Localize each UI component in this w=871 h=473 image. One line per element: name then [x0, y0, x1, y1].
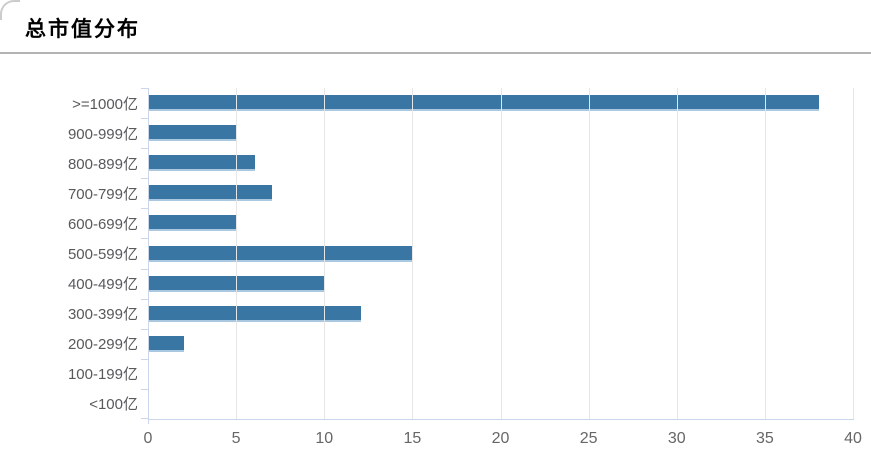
- grid-line: [853, 88, 854, 419]
- x-axis-label: 30: [667, 430, 686, 447]
- y-axis-label: 700-799亿: [67, 185, 138, 203]
- bar-row: [149, 238, 854, 268]
- bar-row: [149, 88, 854, 118]
- plot-area: [141, 88, 854, 424]
- y-axis-label: <100亿: [89, 396, 138, 414]
- chart-header: 总市值分布: [25, 13, 851, 43]
- bar[interactable]: [149, 275, 326, 292]
- y-axis-labels: >=1000亿 900-999亿 800-899亿 700-799亿 600-699亿 5…: [0, 88, 138, 419]
- chart-title: 总市值分布: [25, 18, 140, 41]
- y-axis-tick: [141, 389, 148, 390]
- y-axis-tick: [141, 178, 148, 179]
- x-axis-label: 15: [403, 430, 422, 447]
- x-axis-label: 10: [315, 430, 334, 447]
- bar[interactable]: [149, 335, 185, 352]
- grid-line: [324, 88, 326, 419]
- y-axis-tick: [141, 118, 148, 119]
- y-axis-tick: [141, 418, 148, 419]
- bar[interactable]: [149, 125, 238, 142]
- y-axis-label: 500-599亿: [67, 246, 138, 264]
- bar-row: [149, 329, 854, 359]
- grid-line: [676, 88, 678, 419]
- x-axis-origin-tick: [148, 420, 149, 424]
- bar[interactable]: [149, 185, 273, 202]
- y-axis-tick: [141, 269, 148, 270]
- x-axis-label: 5: [231, 430, 241, 447]
- bar[interactable]: [149, 155, 255, 172]
- grid-line: [412, 88, 414, 419]
- y-axis-tick: [141, 359, 148, 360]
- title-divider: [0, 52, 871, 54]
- bar-rows: [149, 88, 854, 419]
- bar-row: [149, 299, 854, 329]
- bar[interactable]: [149, 215, 238, 232]
- x-axis-label: 0: [143, 430, 153, 447]
- y-axis-label: 900-999亿: [67, 125, 138, 143]
- y-axis-label: 100-199亿: [67, 366, 138, 384]
- grid-line: [588, 88, 590, 419]
- y-axis-tick: [141, 329, 148, 330]
- y-axis-tick: [141, 238, 148, 239]
- bar-row: [149, 118, 854, 148]
- bar[interactable]: [149, 95, 819, 112]
- bar-row: [149, 148, 854, 178]
- y-axis-label: >=1000亿: [72, 95, 138, 113]
- y-axis-label: 200-299亿: [67, 336, 138, 354]
- bar-row: [149, 389, 854, 419]
- y-axis-tick: [141, 148, 148, 149]
- y-axis-tick: [141, 88, 148, 89]
- card-rounded-corner: [0, 0, 20, 20]
- y-axis-label: 300-399亿: [67, 306, 138, 324]
- y-axis-label: 400-499亿: [67, 276, 138, 294]
- x-axis-labels: 0 5 10 15 20 25 30 35 40: [0, 430, 871, 452]
- y-axis-tick: [141, 299, 148, 300]
- y-axis-label: 800-899亿: [67, 155, 138, 173]
- y-axis-label: 600-699亿: [67, 215, 138, 233]
- grid-line: [500, 88, 502, 419]
- x-axis-label: 25: [579, 430, 598, 447]
- grid-line: [764, 88, 766, 419]
- bar-row: [149, 269, 854, 299]
- grid-line: [236, 88, 238, 419]
- x-axis-label: 40: [844, 430, 862, 447]
- y-axis-tick: [141, 208, 148, 209]
- bar-row: [149, 359, 854, 389]
- x-axis-label: 20: [491, 430, 510, 447]
- bar-row: [149, 208, 854, 238]
- bar-row: [149, 178, 854, 208]
- bar[interactable]: [149, 305, 361, 322]
- bar[interactable]: [149, 245, 414, 262]
- x-axis-label: 35: [755, 430, 774, 447]
